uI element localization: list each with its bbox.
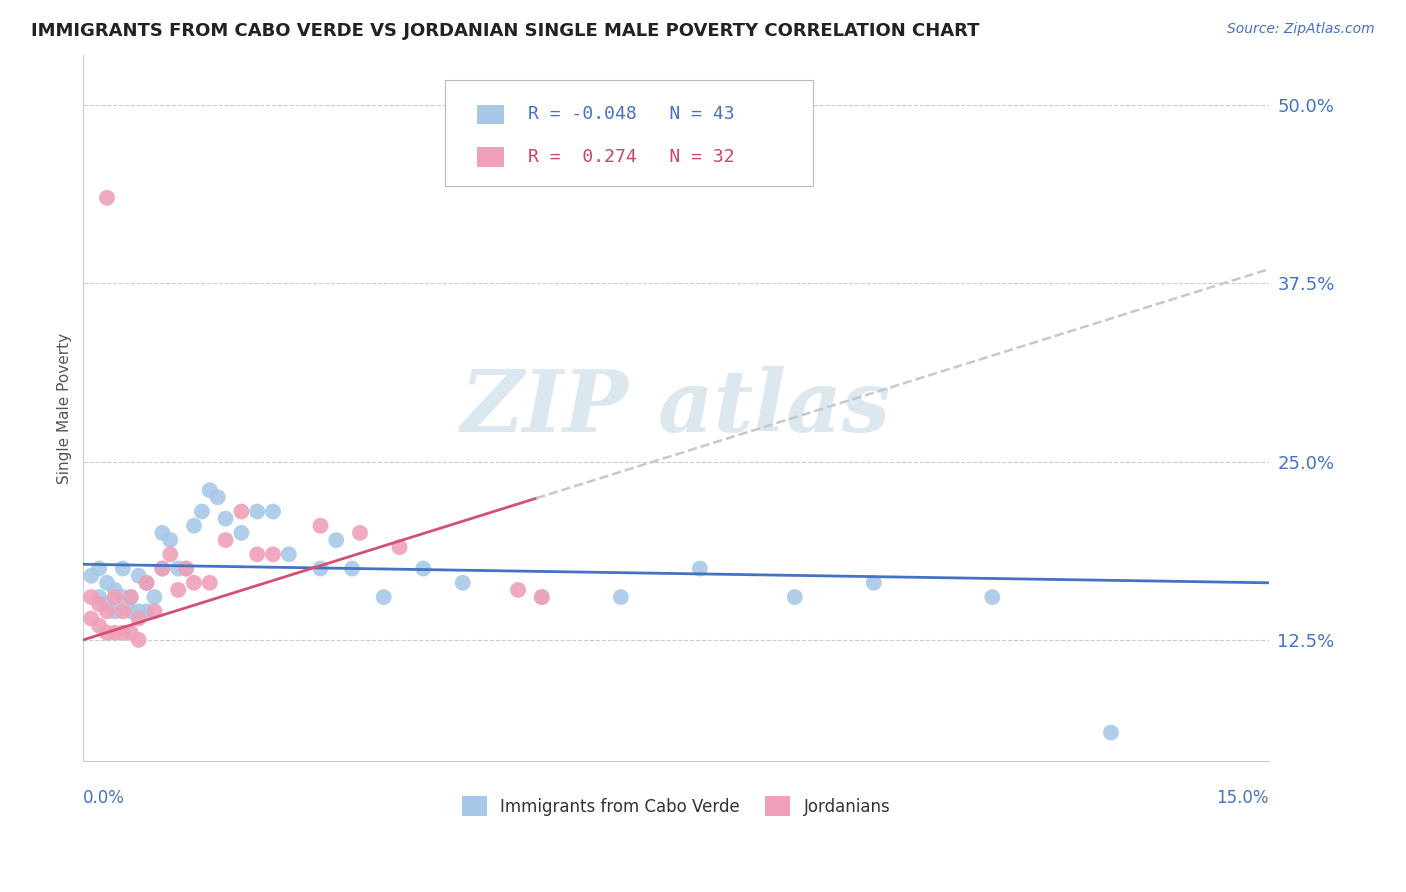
Point bbox=[530, 590, 553, 604]
Text: ZIP atlas: ZIP atlas bbox=[461, 367, 891, 450]
Point bbox=[135, 575, 157, 590]
Point bbox=[128, 632, 150, 647]
Point bbox=[111, 625, 134, 640]
Point bbox=[150, 561, 173, 575]
Point bbox=[120, 625, 142, 640]
Point bbox=[159, 533, 181, 547]
Point bbox=[120, 604, 142, 618]
Text: Source: ZipAtlas.com: Source: ZipAtlas.com bbox=[1227, 22, 1375, 37]
Text: IMMIGRANTS FROM CABO VERDE VS JORDANIAN SINGLE MALE POVERTY CORRELATION CHART: IMMIGRANTS FROM CABO VERDE VS JORDANIAN … bbox=[31, 22, 980, 40]
Point bbox=[412, 561, 434, 575]
Point bbox=[262, 547, 284, 561]
Point bbox=[349, 525, 371, 540]
Point bbox=[150, 525, 173, 540]
Point bbox=[207, 490, 229, 504]
Point bbox=[159, 547, 181, 561]
Point bbox=[610, 590, 633, 604]
Point bbox=[111, 604, 134, 618]
Point bbox=[309, 561, 332, 575]
Point bbox=[689, 561, 711, 575]
Point bbox=[388, 540, 411, 554]
Point bbox=[87, 597, 110, 611]
Y-axis label: Single Male Poverty: Single Male Poverty bbox=[58, 333, 72, 483]
Point bbox=[96, 191, 118, 205]
Point bbox=[530, 590, 553, 604]
Point bbox=[128, 604, 150, 618]
Point bbox=[325, 533, 347, 547]
Text: R =  0.274   N = 32: R = 0.274 N = 32 bbox=[527, 148, 734, 166]
Text: R = -0.048   N = 43: R = -0.048 N = 43 bbox=[527, 105, 734, 123]
Point bbox=[277, 547, 299, 561]
Point bbox=[104, 590, 127, 604]
Point bbox=[111, 590, 134, 604]
Point bbox=[120, 590, 142, 604]
Point bbox=[262, 504, 284, 518]
Point bbox=[104, 625, 127, 640]
Point bbox=[135, 575, 157, 590]
Point bbox=[150, 561, 173, 575]
Point bbox=[80, 590, 103, 604]
Point bbox=[309, 518, 332, 533]
Point bbox=[246, 547, 269, 561]
Point bbox=[231, 525, 253, 540]
Point bbox=[80, 568, 103, 582]
Point bbox=[198, 575, 221, 590]
Point bbox=[862, 575, 884, 590]
Point bbox=[96, 625, 118, 640]
Point bbox=[104, 604, 127, 618]
Point bbox=[198, 483, 221, 497]
Point bbox=[120, 590, 142, 604]
Point bbox=[104, 582, 127, 597]
Text: 15.0%: 15.0% bbox=[1216, 789, 1270, 807]
Point bbox=[183, 575, 205, 590]
Point bbox=[451, 575, 474, 590]
Point bbox=[96, 575, 118, 590]
Point bbox=[191, 504, 214, 518]
Point bbox=[167, 582, 190, 597]
Text: 0.0%: 0.0% bbox=[83, 789, 125, 807]
Point bbox=[506, 582, 529, 597]
Point bbox=[183, 518, 205, 533]
Point bbox=[111, 561, 134, 575]
Point bbox=[80, 611, 103, 625]
Point bbox=[981, 590, 1004, 604]
FancyBboxPatch shape bbox=[477, 104, 503, 124]
Point bbox=[87, 561, 110, 575]
FancyBboxPatch shape bbox=[444, 80, 813, 186]
Point bbox=[87, 618, 110, 632]
Point bbox=[128, 611, 150, 625]
Point bbox=[214, 533, 236, 547]
Point bbox=[174, 561, 197, 575]
Point bbox=[1099, 725, 1122, 739]
Point bbox=[128, 568, 150, 582]
Legend: Immigrants from Cabo Verde, Jordanians: Immigrants from Cabo Verde, Jordanians bbox=[463, 796, 890, 816]
Point bbox=[231, 504, 253, 518]
Point bbox=[135, 604, 157, 618]
Point bbox=[246, 504, 269, 518]
Point bbox=[143, 604, 166, 618]
Point bbox=[87, 590, 110, 604]
Point bbox=[174, 561, 197, 575]
Point bbox=[167, 561, 190, 575]
Point bbox=[96, 604, 118, 618]
Point bbox=[143, 590, 166, 604]
Point bbox=[96, 597, 118, 611]
Point bbox=[783, 590, 806, 604]
FancyBboxPatch shape bbox=[477, 147, 503, 167]
Point bbox=[373, 590, 395, 604]
Point bbox=[340, 561, 363, 575]
Point bbox=[214, 511, 236, 525]
